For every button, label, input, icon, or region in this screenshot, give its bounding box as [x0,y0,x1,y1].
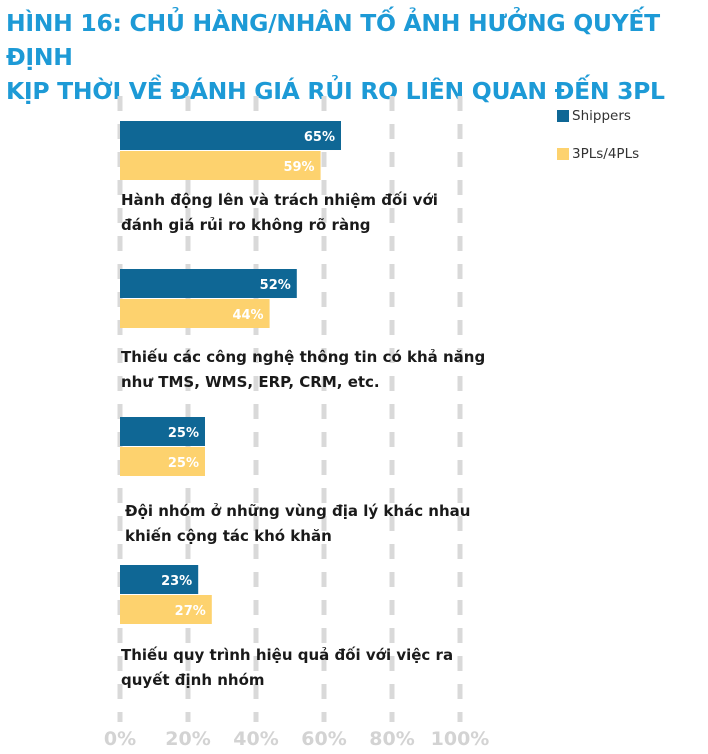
x-tick-label-5: 100% [431,728,490,750]
chart-title: HÌNH 16: CHỦ HÀNG/NHÂN TỐ ẢNH HƯỞNG QUYẾ… [6,6,706,108]
legend-swatch-shippers [557,110,569,122]
bar-shippers-0 [120,121,341,150]
category-label-0-0: Hành động lên và trách nhiệm đối với [121,190,438,209]
value-label-3pls-1: 44% [232,308,263,323]
x-tick-label-4: 80% [369,728,414,750]
bar-3pls-0 [120,151,321,180]
value-label-shippers-1: 52% [260,278,291,293]
value-label-shippers-2: 25% [168,426,199,441]
category-label-1-0: Thiếu các công nghệ thông tin có khả năn… [121,347,485,366]
value-label-shippers-0: 65% [304,130,335,145]
bar-3pls-2 [120,447,205,476]
category-label-1-1: như TMS, WMS, ERP, CRM, etc. [121,373,380,391]
value-label-3pls-3: 27% [175,604,206,619]
bar-shippers-1 [120,269,297,298]
legend-label-3pls: 3PLs/4PLs [572,146,640,162]
x-tick-label-0: 0% [104,728,136,750]
chart-title-line-1: HÌNH 16: CHỦ HÀNG/NHÂN TỐ ẢNH HƯỞNG QUYẾ… [6,9,660,71]
category-label-3-1: quyết định nhóm [121,670,265,689]
category-label-0-1: đánh giá rủi ro không rõ ràng [121,216,371,234]
bar-shippers-3 [120,565,199,594]
category-label-2-1: khiến cộng tác khó khăn [125,526,332,545]
legend: Shippers 3PLs/4PLs [557,106,639,182]
legend-item-shippers: Shippers [557,106,639,126]
bar-3pls-3 [120,595,212,624]
x-tick-label-2: 40% [233,728,278,750]
category-label-3-0: Thiếu quy trình hiệu quả đối với việc ra [121,645,453,664]
category-label-2-0: Đội nhóm ở những vùng địa lý khác nhau [125,502,470,520]
legend-item-3pls: 3PLs/4PLs [557,144,639,164]
legend-swatch-3pls [557,148,569,160]
bar-3pls-1 [120,299,270,328]
bar-shippers-2 [120,417,205,446]
value-label-shippers-3: 23% [161,574,192,589]
chart-title-line-2: KỊP THỜI VỀ ĐÁNH GIÁ RỦI RO LIÊN QUAN ĐẾ… [6,77,665,105]
x-tick-label-1: 20% [165,728,210,750]
legend-label-shippers: Shippers [572,108,631,124]
value-label-3pls-2: 25% [168,456,199,471]
value-label-3pls-0: 59% [283,160,314,175]
x-tick-label-3: 60% [301,728,346,750]
